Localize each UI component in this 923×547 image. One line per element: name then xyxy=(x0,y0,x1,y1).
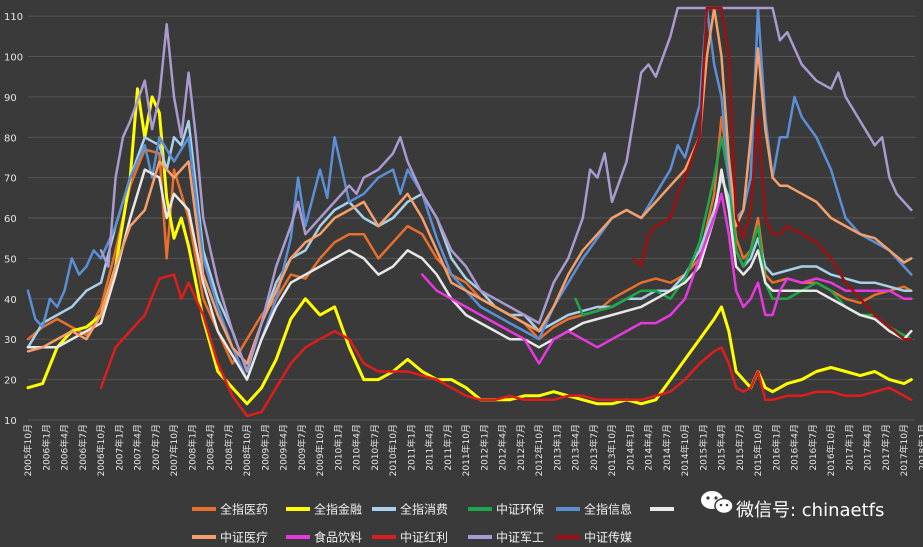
x-tick-label: 2015年10月 xyxy=(752,424,764,476)
x-tick-label: 2006年7月 xyxy=(77,424,89,471)
x-tick-label: 2012年1月 xyxy=(478,424,490,471)
x-tick-label: 2012年7月 xyxy=(515,424,527,471)
x-tick-label: 2009年7月 xyxy=(296,424,308,471)
x-axis: 2005年10月 2006年1月 2006年4月 2006年7月 2006年10月 200… xyxy=(22,424,923,476)
x-tick-label: 2010年4月 xyxy=(351,424,363,471)
y-tick-label: 50 xyxy=(4,254,17,265)
legend-label: 全指医药 xyxy=(220,502,268,517)
x-tick-label: 2008年7月 xyxy=(223,424,235,471)
x-tick-label: 2017年7月 xyxy=(880,424,892,471)
x-tick-label: 2013年7月 xyxy=(588,424,600,471)
y-tick-label: 10 xyxy=(4,416,17,427)
legend-label: 全指信息 xyxy=(584,502,632,517)
y-tick-label: 40 xyxy=(4,295,17,306)
x-tick-label: 2015年7月 xyxy=(734,424,746,471)
series-layer xyxy=(26,6,913,418)
series-line-6 xyxy=(26,6,913,365)
series-line-7 xyxy=(420,192,913,365)
x-tick-label: 2014年7月 xyxy=(661,424,673,471)
x-tick-label: 2007年7月 xyxy=(150,424,162,471)
x-tick-label: 2010年1月 xyxy=(332,424,344,471)
legend-label: 中证传媒 xyxy=(584,530,632,545)
legend-label: 全指消费 xyxy=(400,502,448,517)
x-tick-label: 2016年1月 xyxy=(770,424,782,471)
x-tick-label: 2017年10月 xyxy=(898,424,910,476)
legend-item: 中证军工 xyxy=(468,530,544,545)
series-line-1 xyxy=(26,87,913,406)
x-tick-label: 2014年10月 xyxy=(679,424,691,476)
x-tick-label: 2012年10月 xyxy=(533,424,545,476)
watermark: 微信号: chinaetfs xyxy=(701,491,884,521)
x-tick-label: 2006年1月 xyxy=(40,424,52,471)
x-tick-label: 2017年4月 xyxy=(862,424,874,471)
legend-label: 中证红利 xyxy=(400,530,448,545)
y-tick-label: 80 xyxy=(4,133,17,144)
y-tick-label: 20 xyxy=(4,376,17,387)
wechat-icon xyxy=(701,491,734,515)
watermark-text: 微信号: chinaetfs xyxy=(736,500,884,521)
legend-item: 全指信息 xyxy=(556,502,632,517)
x-tick-label: 2014年1月 xyxy=(624,424,636,471)
x-tick-label: 2013年1月 xyxy=(551,424,563,471)
x-tick-label: 2008年1月 xyxy=(186,424,198,471)
x-tick-label: 2006年4月 xyxy=(59,424,71,471)
y-tick-label: 70 xyxy=(4,174,17,185)
x-tick-label: 2010年7月 xyxy=(369,424,381,471)
x-tick-label: 2009年10月 xyxy=(314,424,326,476)
y-tick-label: 30 xyxy=(4,335,17,346)
x-tick-label: 2015年1月 xyxy=(697,424,709,471)
y-tick-label: 90 xyxy=(4,93,17,104)
legend-item: 全指金融 xyxy=(286,502,362,517)
x-tick-label: 2010年10月 xyxy=(387,424,399,476)
x-tick-label: 2006年10月 xyxy=(95,424,107,476)
series-line-4 xyxy=(26,6,913,381)
x-tick-label: 2016年7月 xyxy=(807,424,819,471)
x-tick-label: 2008年4月 xyxy=(205,424,217,471)
x-tick-label: 2007年1月 xyxy=(113,424,125,471)
x-tick-label: 2013年4月 xyxy=(570,424,582,471)
legend-item: 全指医药 xyxy=(192,502,268,517)
x-tick-label: 2011年7月 xyxy=(442,424,454,471)
x-tick-label: 2015年4月 xyxy=(716,424,728,471)
series-line-10 xyxy=(632,6,913,341)
y-tick-label: 60 xyxy=(4,214,17,225)
x-tick-label: 2007年10月 xyxy=(168,424,180,476)
legend-label: 中证环保 xyxy=(496,502,544,517)
legend-item: 中证环保 xyxy=(468,502,544,517)
legend-item: 中证红利 xyxy=(372,530,448,545)
series-line-9 xyxy=(99,6,913,373)
y-axis: 10 20 30 40 50 60 70 80 90 100 110 xyxy=(4,12,23,427)
x-tick-label: 2008年10月 xyxy=(241,424,253,476)
series-line-2 xyxy=(26,119,913,373)
legend-item: 全指消费 xyxy=(372,502,448,517)
x-tick-label: 2012年4月 xyxy=(497,424,509,471)
x-tick-label: 2007年4月 xyxy=(132,424,144,471)
legend-label: 食品饮料 xyxy=(314,530,362,545)
legend-label: 全指金融 xyxy=(314,502,362,517)
x-tick-label: 2013年10月 xyxy=(606,424,618,476)
series-line-8 xyxy=(99,273,913,418)
x-tick-label: 2011年1月 xyxy=(405,424,417,471)
series-line-5 xyxy=(26,168,913,381)
legend-item: 中证传媒 xyxy=(556,530,632,545)
x-tick-label: 2016年10月 xyxy=(825,424,837,476)
x-tick-label: 2016年4月 xyxy=(789,424,801,471)
y-tick-label: 100 xyxy=(4,52,23,63)
x-tick-label: 2014年4月 xyxy=(643,424,655,471)
legend-item: 食品饮料 xyxy=(286,530,362,545)
x-tick-label: 2018年1月 xyxy=(916,424,923,471)
y-tick-label: 110 xyxy=(4,12,23,23)
legend-label: 中证医疗 xyxy=(220,530,268,545)
x-tick-label: 2017年1月 xyxy=(843,424,855,471)
x-tick-label: 2009年4月 xyxy=(278,424,290,471)
x-tick-label: 2011年10月 xyxy=(460,424,472,476)
x-tick-label: 2005年10月 xyxy=(22,424,34,476)
series-line-0 xyxy=(26,115,913,365)
legend-item: 中证医疗 xyxy=(192,530,268,545)
legend-label: 中证军工 xyxy=(496,530,544,545)
x-tick-label: 2011年4月 xyxy=(424,424,436,471)
x-tick-label: 2009年1月 xyxy=(259,424,271,471)
